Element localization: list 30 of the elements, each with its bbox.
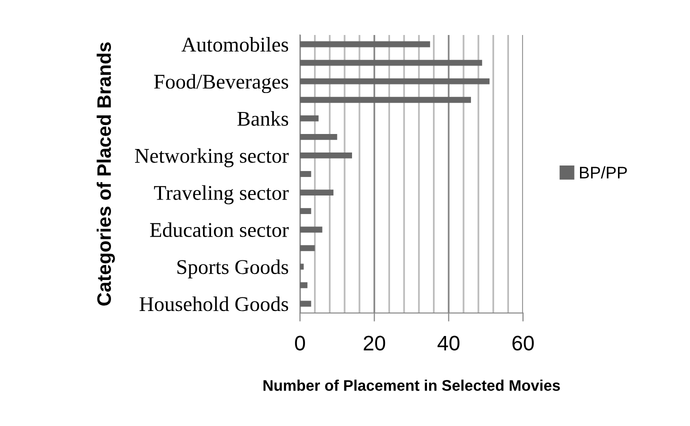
x-tick-label: 60 xyxy=(512,336,534,351)
y-tick-label: Food/Beverages xyxy=(154,74,288,94)
bar xyxy=(300,171,312,177)
bar xyxy=(300,60,482,66)
legend-label: BP/PP xyxy=(580,166,627,179)
y-axis-title: Categories of Placed Brands xyxy=(96,42,115,306)
x-tick-label: 0 xyxy=(295,336,305,351)
bar xyxy=(300,208,312,214)
y-tick-label: Automobiles xyxy=(181,37,288,52)
bar xyxy=(300,96,471,103)
bar xyxy=(300,41,430,48)
bar xyxy=(300,300,312,307)
bar xyxy=(300,282,308,288)
bar xyxy=(300,190,334,196)
x-tick-label: 20 xyxy=(364,336,386,351)
bar xyxy=(300,245,315,252)
bar xyxy=(300,264,304,270)
y-tick-label: Networking sector xyxy=(135,148,289,168)
bar xyxy=(300,152,352,158)
bar xyxy=(300,115,319,122)
bar xyxy=(300,78,490,84)
y-tick-label: Education sector xyxy=(150,222,289,238)
bar xyxy=(300,226,322,233)
x-tick-label: 40 xyxy=(438,336,460,351)
y-tick-label: Sports Goods xyxy=(177,259,288,278)
y-tick-label: Banks xyxy=(237,111,288,126)
x-axis-title: Number of Placement in Selected Movies xyxy=(264,380,560,391)
y-tick-label: Traveling sector xyxy=(154,185,289,204)
bar xyxy=(300,134,338,140)
y-tick-label: Household Goods xyxy=(140,296,288,312)
